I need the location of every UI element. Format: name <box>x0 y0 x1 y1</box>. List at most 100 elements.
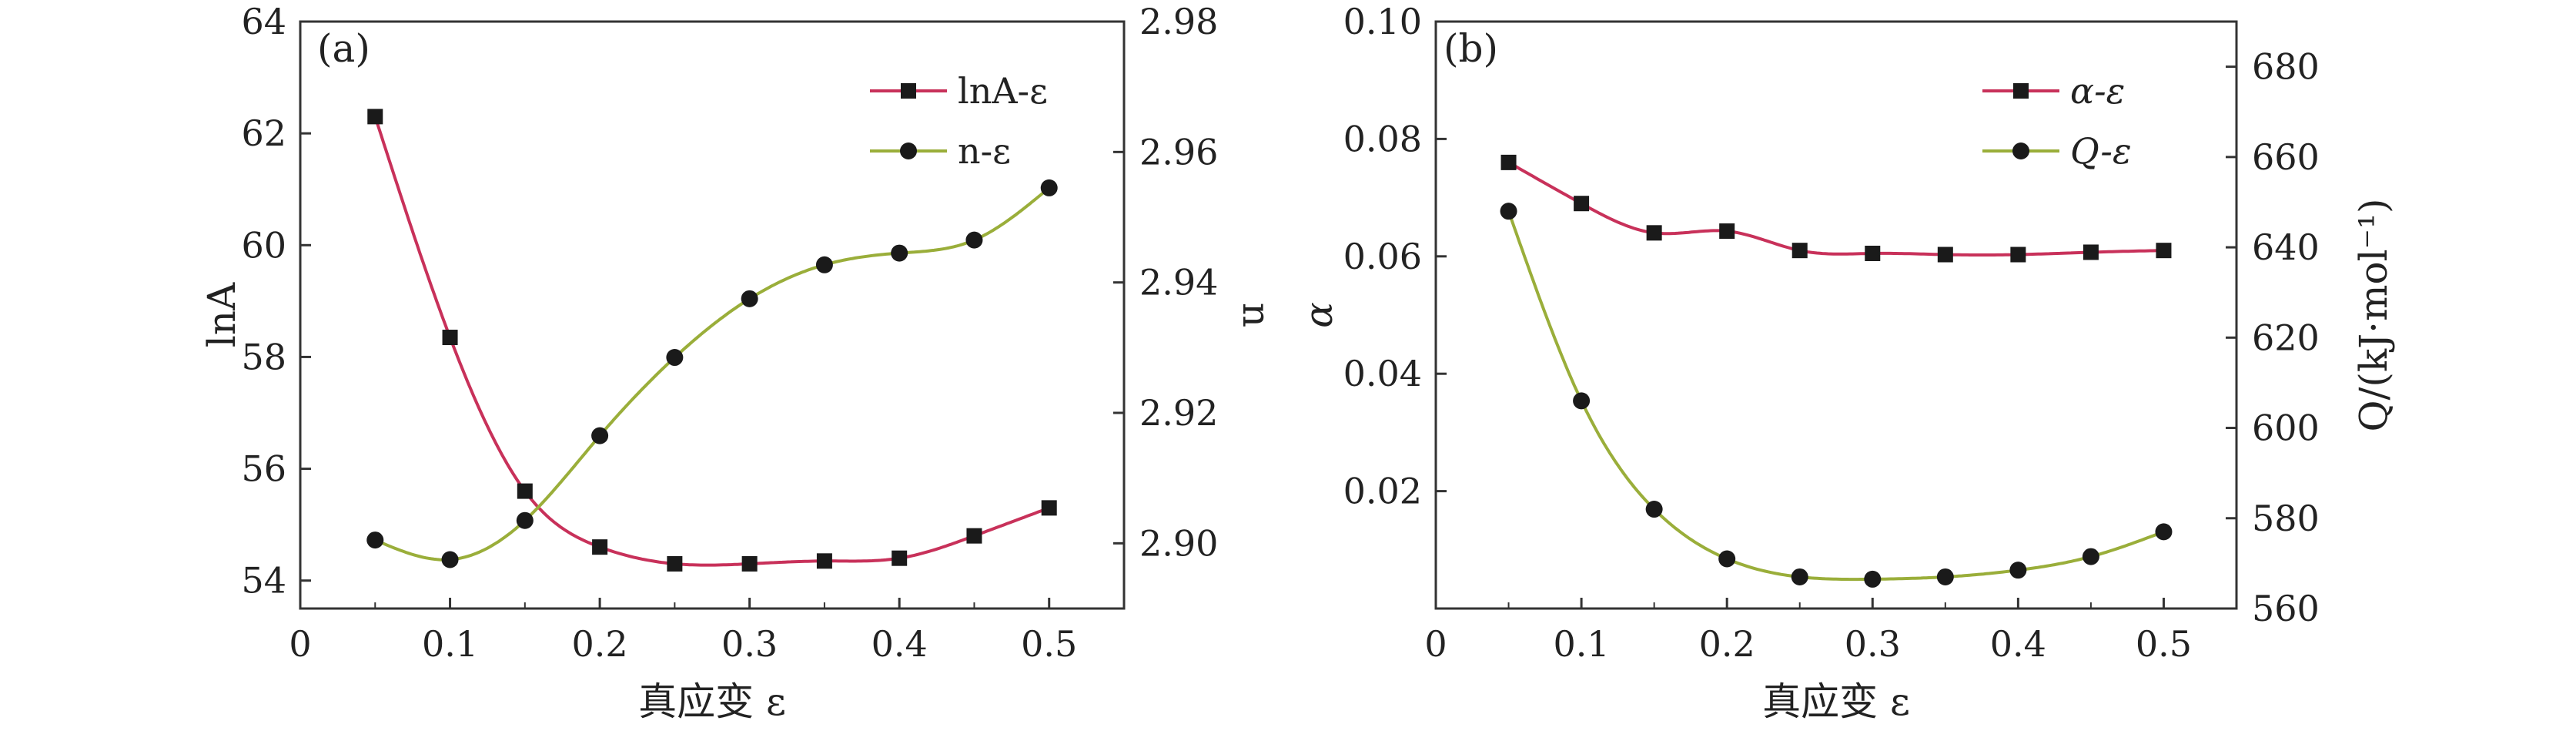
data-point-circle <box>965 231 983 249</box>
y-right-axis-label: Q/(kJ·mol⁻¹) <box>2351 198 2396 431</box>
x-tick-label: 0 <box>1424 623 1447 665</box>
x-tick-label: 0.1 <box>422 623 478 665</box>
series-line-1 <box>1507 161 2164 257</box>
y-left-tick-label: 58 <box>241 336 286 377</box>
y-right-tick-label: 2.92 <box>1139 392 1218 434</box>
legend-label: lnA-ε <box>958 70 1048 112</box>
data-point-square <box>1646 225 1662 241</box>
x-tick-label: 0 <box>289 623 311 665</box>
x-tick-label: 0.3 <box>721 623 778 665</box>
data-point-circle <box>1645 501 1663 518</box>
y-right-tick-label: 2.96 <box>1139 131 1218 173</box>
legend-marker-circle <box>2012 143 2029 159</box>
data-point-square <box>667 555 683 572</box>
x-tick-label: 0.2 <box>1699 623 1755 665</box>
y-right-tick-label: 2.94 <box>1139 262 1218 303</box>
y-right-tick-label: 580 <box>2252 498 2320 539</box>
data-point-square <box>1574 196 1590 212</box>
data-point-square <box>816 553 832 569</box>
data-point-circle <box>1040 179 1058 196</box>
data-point-circle <box>2155 523 2173 541</box>
y-left-tick-label: 0.02 <box>1343 471 1422 512</box>
panel-label: (b) <box>1444 26 1498 71</box>
data-point-square <box>442 330 458 346</box>
data-point-circle <box>1573 392 1591 410</box>
data-point-circle <box>1500 203 1517 220</box>
data-point-square <box>1041 500 1057 516</box>
x-tick-label: 0.2 <box>572 623 628 665</box>
plot-frame <box>299 20 1126 610</box>
y-left-axis-label: lnA <box>199 282 244 347</box>
data-point-square <box>2010 246 2026 263</box>
y-left-tick-label: 0.10 <box>1343 1 1422 42</box>
legend-label: α-ε <box>2070 70 2125 112</box>
chart-panel-1: 0 0.1 0.2 0.3 0.4 0.5 54 56 58 60 62 64 2.90 2.92 2.94… <box>199 1 1279 724</box>
data-point-circle <box>1718 550 1736 568</box>
x-tick-label: 0.4 <box>1990 623 2046 665</box>
data-point-square <box>966 528 982 544</box>
y-left-tick-label: 62 <box>241 112 286 154</box>
legend-marker-circle <box>900 143 917 159</box>
x-tick-label: 0.4 <box>871 623 928 665</box>
y-right-tick-label: 640 <box>2252 226 2320 268</box>
y-left-tick-label: 64 <box>241 1 286 42</box>
data-point-circle <box>366 531 384 549</box>
series-line-1 <box>373 116 1050 567</box>
data-point-circle <box>516 511 534 529</box>
data-point-square <box>367 109 383 125</box>
data-point-square <box>2083 244 2099 260</box>
data-point-square <box>1865 245 1881 261</box>
data-point-circle <box>1864 570 1882 588</box>
legend-marker-square <box>901 83 916 99</box>
legend-marker-square <box>2013 83 2029 99</box>
y-left-tick-label: 60 <box>241 224 286 266</box>
data-point-square <box>517 483 533 499</box>
data-point-circle <box>815 256 833 273</box>
y-right-axis-label: n <box>1234 303 1279 327</box>
data-point-circle <box>441 551 459 568</box>
y-right-tick-label: 680 <box>2252 46 2320 88</box>
y-left-tick-label: 0.06 <box>1343 236 1422 277</box>
panel-label: (a) <box>317 26 370 71</box>
data-point-square <box>592 539 608 555</box>
data-point-circle <box>2009 562 2027 579</box>
series-line-2 <box>1507 210 2165 582</box>
data-point-circle <box>591 427 609 444</box>
legend-label: n-ε <box>958 130 1011 172</box>
data-point-circle <box>1936 568 1954 585</box>
plot-frame <box>1434 20 2238 610</box>
data-point-circle <box>666 349 684 367</box>
x-tick-label: 0.1 <box>1554 623 1610 665</box>
data-point-square <box>1500 154 1517 170</box>
data-point-circle <box>741 290 758 307</box>
y-left-tick-label: 56 <box>241 448 286 490</box>
legend-label: Q-ε <box>2070 130 2132 172</box>
y-right-tick-label: 620 <box>2252 317 2320 358</box>
x-tick-label: 0.3 <box>1845 623 1901 665</box>
y-right-tick-label: 660 <box>2252 136 2320 178</box>
data-point-circle <box>1791 568 1808 585</box>
y-left-tick-label: 0.04 <box>1343 353 1422 394</box>
x-tick-label: 0.5 <box>1021 623 1077 665</box>
data-point-square <box>1791 243 1808 259</box>
chart-panel-2: 0 0.1 0.2 0.3 0.4 0.5 0.02 0.04 0.06 0.08 0.10 560 5… <box>1296 1 2396 724</box>
x-axis-label: 真应变 ε <box>1762 679 1910 724</box>
x-tick-label: 0.5 <box>2136 623 2192 665</box>
x-axis-label: 真应变 ε <box>638 679 786 724</box>
data-point-circle <box>891 244 908 262</box>
data-point-square <box>2156 243 2172 259</box>
y-left-tick-label: 54 <box>241 560 286 602</box>
y-left-axis-label: α <box>1296 302 1341 328</box>
y-left-tick-label: 0.08 <box>1343 118 1422 159</box>
data-point-circle <box>2082 548 2099 565</box>
y-right-tick-label: 560 <box>2252 588 2320 629</box>
data-point-square <box>1719 223 1735 240</box>
y-right-tick-label: 2.98 <box>1139 1 1218 42</box>
y-right-tick-label: 2.90 <box>1139 522 1218 564</box>
data-point-square <box>892 550 908 566</box>
series-line-2 <box>374 186 1050 562</box>
data-point-square <box>741 555 758 572</box>
data-point-square <box>1937 246 1953 263</box>
